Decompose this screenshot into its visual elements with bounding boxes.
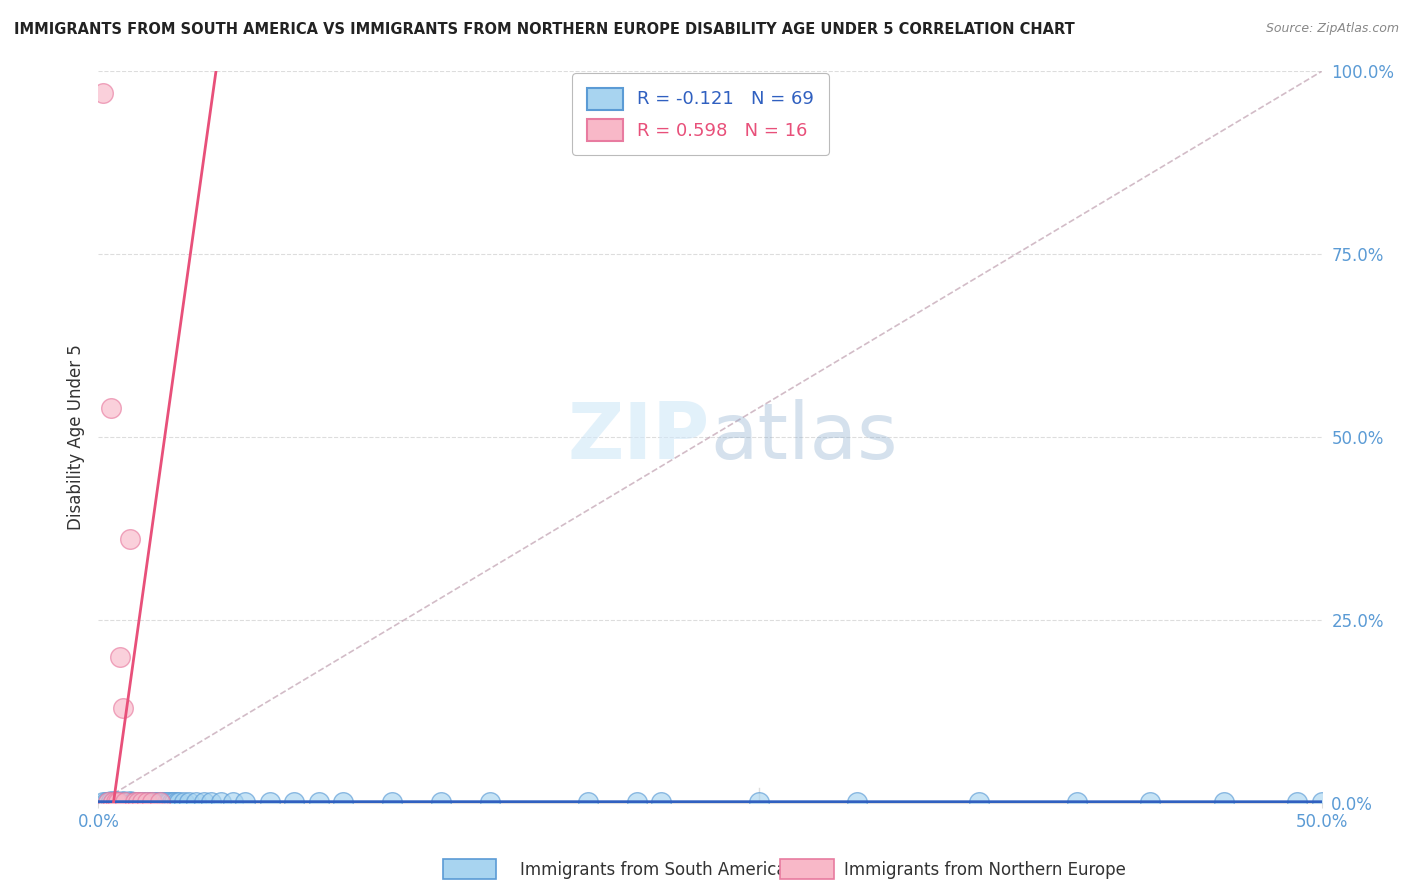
Point [110, 649, 132, 664]
Point [129, 795, 152, 809]
Point [107, 795, 129, 809]
Point [626, 795, 648, 809]
Point [131, 795, 153, 809]
Point [101, 795, 124, 809]
Point [576, 795, 599, 809]
Point [160, 795, 183, 809]
Point [124, 795, 146, 809]
Point [1286, 795, 1309, 809]
Point [209, 795, 232, 809]
Point [104, 794, 127, 808]
Point [141, 795, 163, 809]
Point [149, 795, 172, 809]
Point [186, 795, 208, 809]
Point [259, 795, 281, 809]
Point [117, 795, 139, 809]
Point [127, 795, 149, 809]
Y-axis label: Disability Age Under 5: Disability Age Under 5 [66, 344, 84, 530]
Point [120, 795, 142, 809]
Text: Immigrants from South America: Immigrants from South America [520, 861, 787, 879]
Point [157, 795, 180, 809]
Point [156, 795, 179, 809]
Point [121, 795, 143, 809]
Point [97, 795, 120, 809]
Point [134, 795, 156, 809]
Point [332, 795, 354, 809]
Text: atlas: atlas [710, 399, 897, 475]
Point [131, 795, 153, 809]
Point [111, 794, 134, 808]
Point [200, 795, 222, 809]
Point [478, 795, 501, 809]
Point [117, 795, 139, 809]
Point [1139, 795, 1161, 809]
Point [430, 795, 453, 809]
Point [308, 795, 330, 809]
Point [121, 795, 143, 809]
Point [193, 795, 215, 809]
Point [120, 794, 142, 808]
Point [114, 795, 136, 809]
Point [100, 795, 122, 809]
Point [748, 795, 770, 809]
Point [136, 795, 159, 809]
Point [100, 401, 122, 415]
Point [111, 700, 134, 714]
Point [146, 795, 169, 809]
Point [143, 795, 166, 809]
Point [111, 795, 134, 809]
Point [101, 795, 124, 809]
Point [1066, 795, 1088, 809]
Point [139, 795, 162, 809]
Point [153, 795, 176, 809]
Point [101, 795, 124, 809]
Point [91, 795, 114, 809]
Point [104, 795, 127, 809]
Point [104, 795, 127, 809]
Legend: R = -0.121   N = 69, R = 0.598   N = 16: R = -0.121 N = 69, R = 0.598 N = 16 [572, 73, 828, 155]
Point [136, 795, 159, 809]
Point [149, 795, 172, 809]
Point [110, 795, 132, 809]
Point [1310, 795, 1333, 809]
Point [177, 795, 200, 809]
Point [114, 795, 136, 809]
Point [114, 795, 136, 809]
Point [166, 795, 188, 809]
Point [967, 795, 990, 809]
Point [173, 795, 195, 809]
Point [94, 795, 117, 809]
Point [1212, 795, 1234, 809]
Text: IMMIGRANTS FROM SOUTH AMERICA VS IMMIGRANTS FROM NORTHERN EUROPE DISABILITY AGE : IMMIGRANTS FROM SOUTH AMERICA VS IMMIGRA… [14, 22, 1074, 37]
Point [650, 795, 672, 809]
Point [107, 795, 129, 809]
Point [124, 795, 146, 809]
Point [283, 795, 305, 809]
Point [163, 795, 186, 809]
Point [97, 795, 120, 809]
Point [381, 795, 404, 809]
Text: Immigrants from Northern Europe: Immigrants from Northern Europe [844, 861, 1125, 879]
Point [124, 795, 146, 809]
Point [100, 794, 122, 808]
Point [150, 795, 173, 809]
Point [167, 795, 190, 809]
Point [91, 87, 114, 101]
Point [110, 795, 132, 809]
Text: Source: ZipAtlas.com: Source: ZipAtlas.com [1265, 22, 1399, 36]
Point [233, 795, 256, 809]
Point [127, 795, 149, 809]
Point [845, 795, 868, 809]
Text: ZIP: ZIP [568, 399, 710, 475]
Point [107, 795, 129, 809]
Point [120, 533, 142, 547]
Point [222, 795, 245, 809]
Point [141, 795, 163, 809]
